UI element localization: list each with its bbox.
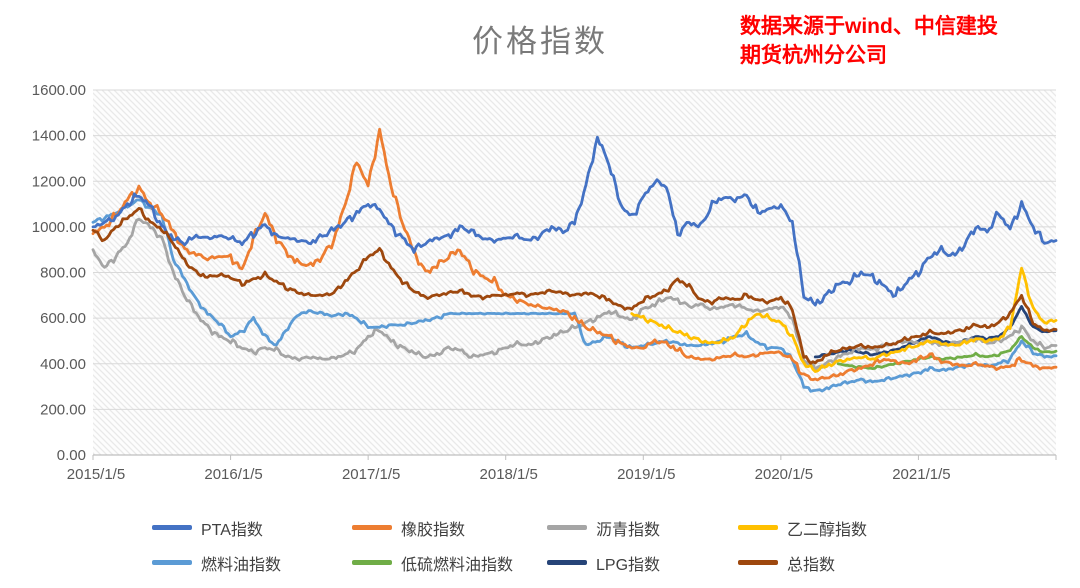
y-tick-label: 600.00 [40,310,86,327]
x-tick-label: 2021/1/5 [892,466,950,483]
series-line-总指数 [91,206,1058,365]
legend-swatch-meg [738,525,778,530]
legend-swatch-rubber [352,525,392,530]
legend-label-rubber: 橡胶指数 [401,521,466,539]
chart-title: 价格指数 [472,24,608,59]
legend-item-rubber: 橡胶指数 [352,510,547,545]
legend-swatch-lsfo [352,560,392,565]
x-tick-label: 2016/1/5 [204,466,262,483]
price-index-chart: 0.00 200.00 400.00 600.00 800.00 1000.00 1200.… [32,82,1058,483]
y-tick-label: 1400.00 [32,128,86,145]
legend-label-meg: 乙二醇指数 [787,521,868,539]
data-source-note-line1: 数据来源于wind、中信建投 [740,15,998,38]
legend-label-total: 总指数 [787,556,836,574]
x-tick-label: 2015/1/5 [67,466,125,483]
x-tick-label: 2020/1/5 [755,466,813,483]
legend-label-lsfo: 低硫燃料油指数 [401,556,514,574]
legend-swatch-bitumen [547,525,587,530]
x-tick-label: 2018/1/5 [480,466,538,483]
x-axis [92,454,1057,460]
y-axis-labels: 0.00 200.00 400.00 600.00 800.00 1000.00 1200.… [32,82,86,464]
series-line-燃料油指数 [91,198,1058,393]
legend-label-lpg: LPG指数 [596,556,661,574]
legend-item-lsfo: 低硫燃料油指数 [352,545,547,580]
data-source-note-line2: 期货杭州分公司 [740,44,887,67]
legend-item-fuel-oil: 燃料油指数 [152,545,352,580]
legend-label-pta: PTA指数 [201,521,263,539]
y-tick-label: 1600.00 [32,82,86,99]
series-line-低硫燃料油指数 [836,335,1058,371]
chart-legend: PTA指数 橡胶指数 沥青指数 乙二醇指数 燃料油指数 低硫燃料油指数 LPG指… [152,510,867,580]
legend-swatch-lpg [547,560,587,565]
data-source-note: 数据来源于wind、中信建投 期货杭州分公司 [740,12,1070,70]
legend-label-bitumen: 沥青指数 [596,521,661,539]
legend-label-fuel-oil: 燃料油指数 [201,556,282,574]
series-lines [91,127,1058,393]
y-tick-label: 1200.00 [32,173,86,190]
series-line-乙二醇指数 [630,266,1058,374]
y-tick-label: 0.00 [57,447,86,464]
y-tick-label: 800.00 [40,265,86,282]
legend-item-bitumen: 沥青指数 [547,510,738,545]
legend-swatch-total [738,560,778,565]
legend-item-meg: 乙二醇指数 [738,510,867,545]
series-line-LPG指数 [813,305,1058,359]
x-tick-label: 2017/1/5 [342,466,400,483]
series-line-PTA指数 [91,135,1058,307]
legend-item-total: 总指数 [738,545,867,580]
legend-item-lpg: LPG指数 [547,545,738,580]
x-axis-labels: 2015/1/5 2016/1/5 2017/1/5 2018/1/5 2019/1/5… [67,466,951,483]
x-tick-label: 2019/1/5 [617,466,675,483]
legend-item-pta: PTA指数 [152,510,352,545]
legend-swatch-fuel-oil [152,560,192,565]
y-tick-label: 1000.00 [32,219,86,236]
y-tick-label: 400.00 [40,356,86,373]
y-tick-label: 200.00 [40,401,86,418]
legend-swatch-pta [152,525,192,530]
